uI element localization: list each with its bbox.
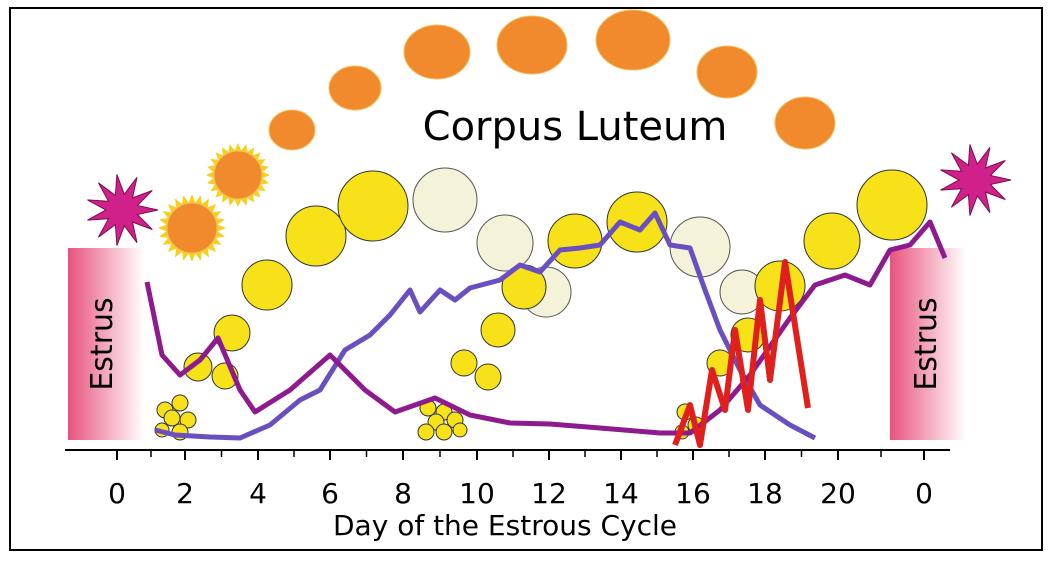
cl-circle [213, 150, 263, 200]
cl-circle [774, 96, 836, 150]
follicle [435, 423, 453, 441]
axis-tick-label: 2 [176, 477, 194, 510]
axis-label: Day of the Estrous Cycle [333, 509, 677, 542]
follicle [452, 422, 468, 438]
axis-tick-label: 20 [820, 477, 856, 510]
cl-circle [496, 15, 568, 75]
axis-tick-label: 10 [459, 477, 495, 510]
cl-circle [403, 24, 471, 80]
axis-tick-label: 4 [249, 477, 267, 510]
follicle-pale [412, 167, 478, 233]
ovulation-burst [940, 144, 1012, 216]
hormone-curve [154, 210, 817, 441]
cl-circle [268, 109, 316, 151]
follicle [163, 409, 181, 427]
follicle [337, 170, 409, 242]
estrus-band [890, 248, 966, 440]
follicle [179, 411, 197, 429]
hormone-curve [144, 219, 948, 436]
follicle [171, 394, 189, 412]
axis-tick-label: 16 [675, 477, 711, 510]
follicle [450, 349, 478, 377]
follicle [285, 205, 347, 267]
follicle [547, 213, 603, 269]
estrus-label: Estrus [909, 297, 944, 390]
follicle [241, 259, 293, 311]
ovulation-burst [87, 174, 159, 246]
cl-circle [328, 65, 382, 111]
follicle [474, 363, 502, 391]
title: Corpus Luteum [423, 104, 728, 150]
follicle [183, 352, 213, 382]
axis-ticks: 0 2 4 6 8 10 12 14 16 18 20 0 [108, 450, 933, 510]
axis-tick-label: 0 [915, 477, 933, 510]
estrus-label: Estrus [85, 297, 120, 390]
follicle [417, 423, 435, 441]
corpus-luteum-stages [158, 9, 836, 262]
follicle-pale [476, 214, 534, 272]
axis-tick-label: 6 [321, 477, 339, 510]
estrus-band [68, 248, 144, 440]
follicle [803, 212, 861, 270]
cl-circle [166, 202, 218, 254]
follicle [606, 191, 668, 253]
axis-tick-label: 12 [531, 477, 567, 510]
hormone-curve [672, 259, 811, 448]
follicle [213, 314, 251, 352]
follicle [856, 169, 928, 241]
axis-tick-label: 14 [603, 477, 639, 510]
axis-tick-label: 0 [108, 477, 126, 510]
follicle [480, 312, 516, 348]
cl-circle [696, 45, 758, 99]
axis-tick-label: 18 [747, 477, 783, 510]
axis-tick-label: 8 [394, 477, 412, 510]
cl-circle [595, 9, 671, 71]
